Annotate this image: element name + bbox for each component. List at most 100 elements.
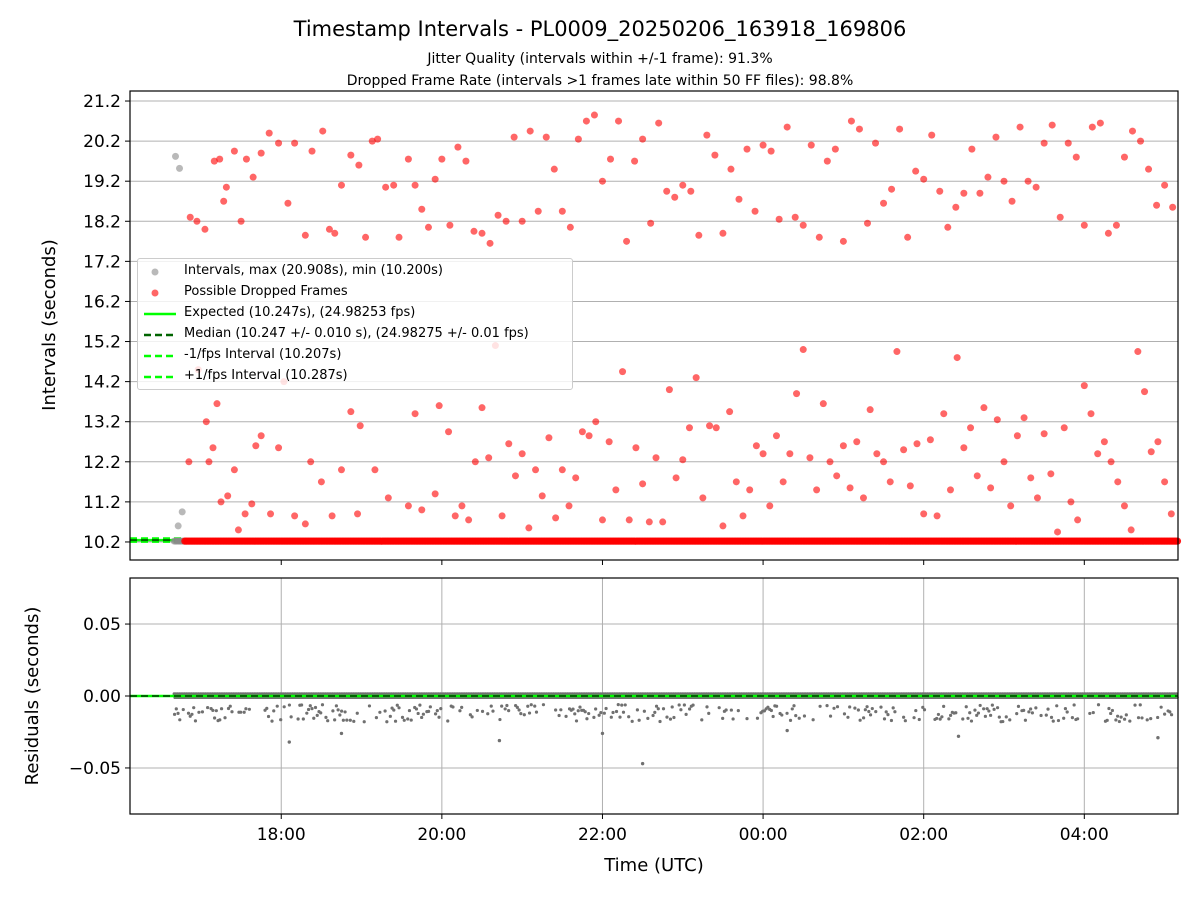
residual-point — [1105, 718, 1109, 722]
residual-point — [468, 713, 472, 717]
residual-point — [1039, 713, 1043, 718]
residual-point — [609, 715, 613, 719]
dropped-frame-point — [1067, 498, 1075, 506]
dropped-frame-point — [743, 145, 751, 153]
dropped-frame-point — [510, 133, 518, 141]
dropped-frame-point — [913, 440, 921, 448]
dropped-frame-point — [585, 432, 593, 440]
residual-point — [407, 708, 412, 713]
residual-point — [785, 728, 789, 733]
chart-subtitle-dropped: Dropped Frame Rate (intervals >1 frames … — [347, 73, 854, 89]
residual-point — [312, 716, 316, 720]
dropped-frame-point — [815, 233, 823, 241]
residual-point — [529, 703, 533, 707]
residual-point — [1015, 712, 1019, 716]
residual-point — [867, 709, 871, 714]
residual-point — [700, 718, 704, 722]
residual-point — [480, 709, 485, 713]
dropped-frame-point — [532, 466, 540, 474]
residual-point — [402, 718, 406, 722]
dropped-frame-point — [799, 221, 807, 229]
dropped-frame-point — [625, 516, 633, 524]
dropped-frame-point — [291, 139, 299, 147]
dropped-frame-point — [307, 458, 315, 466]
dropped-frame-point — [1107, 458, 1115, 466]
dropped-frame-point — [652, 454, 660, 462]
dropped-frame-point — [518, 450, 526, 458]
dropped-frame-point — [866, 406, 874, 414]
residual-point — [922, 708, 927, 712]
residual-point — [397, 706, 401, 710]
residual-point — [1116, 714, 1120, 718]
residual-point — [903, 719, 907, 723]
residual-point — [1107, 706, 1111, 711]
residual-point — [1096, 703, 1101, 707]
residual-point — [989, 713, 993, 717]
dropped-frame-point — [973, 472, 981, 480]
x-tick-label: 00:00 — [739, 825, 788, 845]
dropped-frame-point — [806, 454, 814, 462]
residual-point — [534, 710, 539, 714]
dropped-frame-point — [786, 450, 794, 458]
dropped-frame-point — [201, 225, 209, 233]
dropped-frame-point — [906, 482, 914, 490]
residual-point — [665, 715, 669, 719]
residual-point — [178, 718, 182, 722]
residual-point — [489, 704, 493, 708]
dropped-frame-point — [893, 348, 901, 356]
dropped-frame-point — [478, 404, 486, 412]
dropped-frame-point — [1047, 470, 1055, 478]
dropped-frame-point — [775, 215, 783, 223]
dropped-frame-point — [451, 512, 459, 520]
residual-point — [769, 708, 773, 713]
residual-point — [961, 717, 965, 721]
dropped-frame-point — [1080, 382, 1088, 390]
residual-point — [597, 713, 601, 717]
dropped-frame-point — [331, 229, 339, 237]
dropped-frame-point — [186, 213, 194, 221]
residual-point — [299, 703, 304, 707]
dropped-frame-point — [354, 510, 362, 518]
dropped-frame-point — [976, 189, 984, 197]
dropped-frame-point — [462, 157, 470, 165]
residual-point — [200, 710, 205, 714]
residual-point — [942, 704, 946, 708]
residual-point — [498, 717, 502, 722]
top-y-tick-label: 21.2 — [83, 92, 121, 112]
dropped-frame-point — [1088, 123, 1096, 131]
dropped-frame-point — [992, 133, 1000, 141]
residual-point — [270, 719, 274, 723]
residual-point — [684, 712, 688, 717]
residual-point — [374, 715, 379, 720]
dropped-frame-point — [732, 478, 740, 486]
residual-point — [825, 704, 829, 708]
legend-marker-intervals — [144, 261, 178, 281]
dropped-frame-point — [1048, 121, 1056, 129]
dropped-frame-point — [470, 227, 478, 235]
legend-label-intervals: Intervals, max (20.908s), min (10.200s) — [184, 263, 443, 278]
bottom-y-tick-label: 0.00 — [83, 687, 121, 707]
dropped-frame-point — [779, 478, 787, 486]
dropped-frame-point — [390, 181, 398, 189]
dropped-frame-point — [1024, 177, 1032, 185]
dropped-frame-point — [936, 187, 944, 195]
x-axis-label: Time (UTC) — [603, 855, 704, 876]
dropped-frame-point — [619, 368, 627, 376]
residual-point — [640, 761, 645, 766]
dropped-frame-point — [185, 458, 193, 466]
residual-point — [724, 708, 728, 712]
residual-point — [948, 713, 953, 717]
top-plot-frame — [129, 90, 1179, 561]
dropped-frame-point — [424, 223, 432, 231]
residual-point — [242, 710, 246, 714]
dropped-frame-point — [337, 466, 345, 474]
residual-point — [646, 716, 650, 720]
residual-point — [599, 710, 603, 715]
residual-point — [583, 710, 587, 714]
dropped-frame-point — [518, 217, 526, 225]
dropped-frame-point — [706, 422, 714, 430]
residual-point — [427, 709, 431, 713]
residual-point — [301, 717, 305, 721]
dropped-frame-point — [888, 185, 896, 193]
